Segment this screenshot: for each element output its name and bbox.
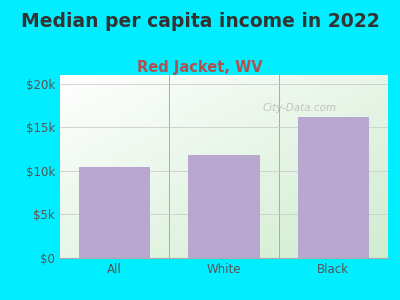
Text: Median per capita income in 2022: Median per capita income in 2022 <box>21 12 379 31</box>
Text: City-Data.com: City-Data.com <box>262 103 336 113</box>
Text: Red Jacket, WV: Red Jacket, WV <box>137 60 263 75</box>
Bar <box>298 117 369 258</box>
Bar <box>79 167 150 258</box>
Bar <box>188 155 260 258</box>
